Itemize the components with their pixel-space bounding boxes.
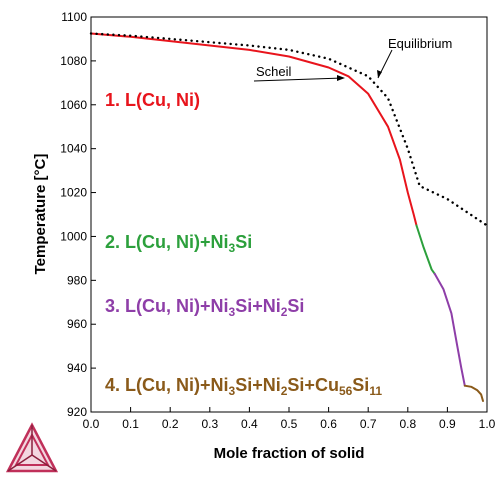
x-tick-label: 0.1 [122, 417, 139, 431]
annotation-scheil-label: Scheil [256, 64, 292, 79]
scheil-curve-segment-2 [415, 224, 436, 275]
y-tick-label: 1040 [60, 142, 87, 156]
logo-line-c [31, 454, 57, 472]
series-layer [89, 32, 489, 402]
y-tick-label: 920 [67, 405, 87, 419]
region-label-1: 1. L(Cu, Ni) [105, 90, 200, 110]
region-label-2: 2. L(Cu, Ni)+Ni3Si [105, 232, 252, 255]
thermo-calc-triangle-logo [5, 422, 59, 473]
x-tick-label: 0.8 [399, 417, 416, 431]
x-tick-label: 0.7 [360, 417, 377, 431]
y-axis-title: Temperature [°C] [32, 154, 49, 275]
y-tick-label: 1080 [60, 54, 87, 68]
scheil-curve-segment-3 [433, 272, 466, 387]
scheil-curve-segment-1 [90, 32, 418, 227]
y-tick-label: 960 [67, 317, 87, 331]
annotation-equilibrium-label: Equilibrium [388, 36, 452, 51]
y-tick-label: 1000 [60, 229, 87, 243]
x-axis-ticks: 0.0 0.1 0.2 0.3 0.4 0.5 0.6 0.7 0.8 0.9 1.0 [83, 407, 496, 431]
plot-area [90, 16, 488, 413]
y-tick-label: 1100 [61, 10, 87, 24]
annotation-scheil: Scheil [253, 64, 345, 82]
logo-triangle-inner [14, 432, 50, 466]
annotation-equilibrium: Equilibrium [377, 36, 452, 79]
region-label-4: 4. L(Cu, Ni)+Ni3Si+Ni2Si+Cu56Si11 [105, 375, 382, 398]
x-tick-label: 1.0 [479, 417, 496, 431]
x-tick-label: 0.4 [241, 417, 258, 431]
y-tick-label: 980 [67, 273, 87, 287]
y-tick-label: 1020 [60, 186, 87, 200]
x-tick-label: 0.0 [83, 417, 100, 431]
x-axis-title: Mole fraction of solid [214, 445, 365, 462]
scheil-curve-segment-4 [463, 384, 484, 402]
y-tick-label: 940 [67, 361, 87, 375]
region-label-3: 3. L(Cu, Ni)+Ni3Si+Ni2Si [105, 296, 304, 319]
y-tick-label: 1060 [60, 98, 87, 112]
x-tick-label: 0.2 [162, 417, 179, 431]
annotation-scheil-arrowhead [337, 75, 345, 81]
x-tick-label: 0.3 [201, 417, 218, 431]
x-tick-label: 0.6 [320, 417, 337, 431]
equilibrium-curve-segment-1 [89, 32, 489, 227]
annotation-equilibrium-arrowhead [377, 70, 382, 78]
x-tick-label: 0.9 [439, 417, 456, 431]
x-tick-label: 0.5 [281, 417, 298, 431]
logo-line-b [7, 454, 33, 472]
y-axis-ticks: 920 940 960 980 1000 1020 1040 1060 1080 1100 [60, 10, 96, 419]
annotation-scheil-arrow [253, 77, 344, 82]
